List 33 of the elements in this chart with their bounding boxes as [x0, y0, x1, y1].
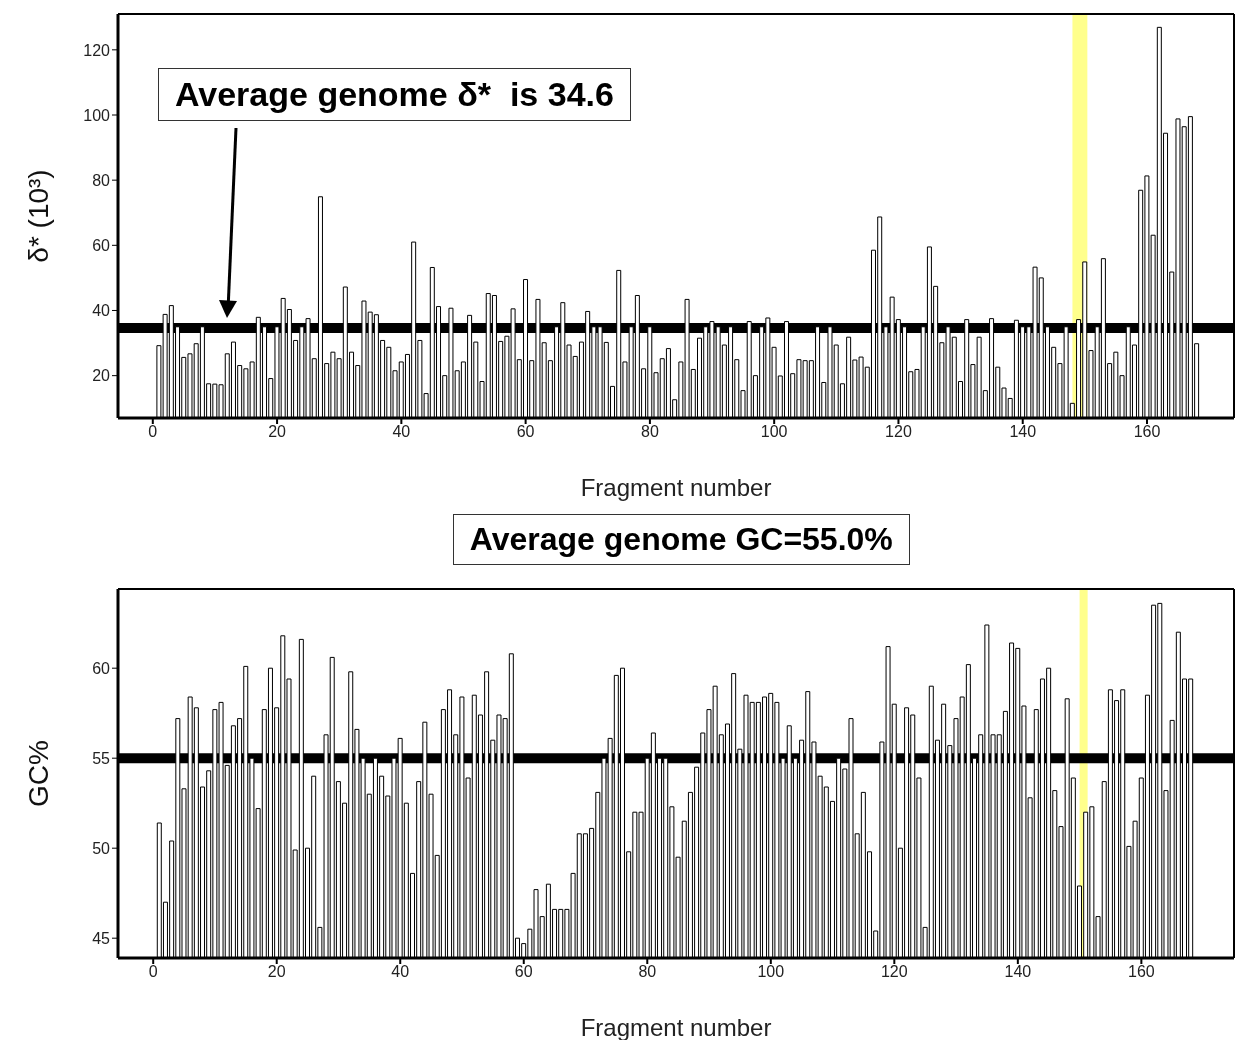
x-tick-label: 20	[268, 423, 287, 441]
ref-line-label: Average genome GC=55.0%	[452, 514, 910, 565]
x-tick-label: 140	[1004, 963, 1032, 981]
x-tick-label: 120	[880, 963, 908, 981]
x-tick-label: 80	[638, 963, 657, 981]
x-tick-label: 120	[885, 423, 912, 441]
y-tick-label: 55	[92, 749, 111, 767]
x-tick-label: 60	[514, 963, 533, 981]
x-tick-label: 60	[516, 423, 535, 441]
x-tick-label: 80	[641, 423, 659, 441]
y-axis-title: δ* (10³)	[22, 169, 54, 263]
x-tick-label: 40	[391, 963, 410, 981]
y-tick-label: 50	[92, 839, 111, 857]
y-tick-label: 40	[92, 302, 111, 320]
x-tick-label: 160	[1133, 423, 1161, 441]
x-tick-label: 100	[760, 423, 788, 441]
y-tick-label: 20	[92, 367, 111, 385]
x-tick-label: 0	[148, 423, 158, 441]
y-tick-label: 80	[92, 171, 111, 189]
y-tick-label: 100	[83, 106, 111, 124]
x-tick-label: 160	[1128, 963, 1155, 981]
x-tick-label: 140	[1009, 423, 1037, 441]
y-tick-label: 45	[92, 929, 111, 947]
x-tick-label: 20	[267, 963, 286, 981]
y-axis-title: GC%	[22, 740, 54, 807]
ref-line-label: Average genome δ* is 34.6	[158, 68, 631, 121]
x-axis-title: Fragment number	[580, 474, 772, 501]
y-tick-label: 60	[92, 659, 111, 677]
x-tick-label: 100	[757, 963, 785, 981]
x-tick-label: 40	[392, 423, 411, 441]
y-tick-label: 60	[92, 237, 111, 254]
x-tick-label: 0	[148, 963, 158, 981]
y-tick-label: 120	[83, 41, 111, 59]
